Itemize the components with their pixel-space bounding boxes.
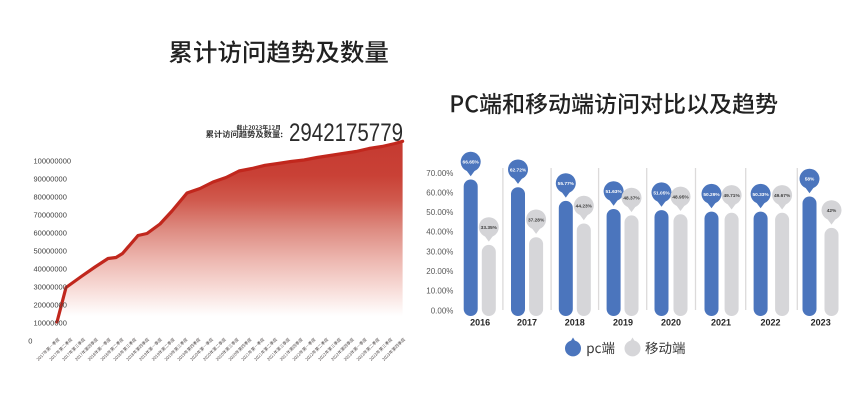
svg-text:33.35%: 33.35%: [481, 225, 498, 231]
svg-text:70.00%: 70.00%: [426, 169, 453, 178]
svg-text:2021: 2021: [711, 318, 731, 328]
svg-text:90000000: 90000000: [34, 175, 67, 184]
svg-text:66.65%: 66.65%: [463, 160, 480, 166]
svg-text:37.28%: 37.28%: [528, 217, 545, 223]
svg-text:2019: 2019: [613, 318, 633, 328]
svg-text:2016: 2016: [470, 318, 490, 328]
svg-text:80000000: 80000000: [34, 193, 67, 202]
svg-text:30000000: 30000000: [34, 283, 67, 292]
svg-text:2022: 2022: [760, 318, 780, 328]
svg-text:0.00%: 0.00%: [431, 306, 454, 315]
svg-text:10.00%: 10.00%: [426, 287, 453, 296]
svg-text:40.00%: 40.00%: [426, 228, 453, 237]
svg-text:60000000: 60000000: [34, 229, 67, 238]
svg-text:100000000: 100000000: [34, 157, 72, 166]
svg-text:20000000: 20000000: [34, 301, 67, 310]
svg-text:51.05%: 51.05%: [653, 190, 670, 196]
svg-text:58%: 58%: [805, 177, 815, 183]
svg-text:50000000: 50000000: [34, 247, 67, 256]
svg-text:0: 0: [28, 336, 32, 345]
svg-text:2023: 2023: [811, 318, 831, 328]
svg-text:44.23%: 44.23%: [576, 204, 593, 210]
svg-text:48.95%: 48.95%: [672, 195, 689, 201]
svg-text:49.67%: 49.67%: [774, 193, 791, 199]
svg-text:20.00%: 20.00%: [426, 267, 453, 276]
svg-text:2942175779: 2942175779: [289, 118, 403, 146]
svg-text:30.00%: 30.00%: [426, 247, 453, 256]
svg-text:2018: 2018: [565, 318, 585, 328]
svg-text:50.33%: 50.33%: [752, 192, 769, 198]
svg-text:48.37%: 48.37%: [623, 196, 640, 202]
svg-text:10000000: 10000000: [34, 319, 67, 328]
svg-text:40000000: 40000000: [34, 265, 67, 274]
svg-text:70000000: 70000000: [34, 211, 67, 220]
svg-text:60.00%: 60.00%: [426, 188, 453, 197]
svg-text:49.71%: 49.71%: [723, 193, 740, 199]
svg-text:55.77%: 55.77%: [558, 181, 575, 187]
svg-text:2017: 2017: [517, 318, 537, 328]
svg-text:50.00%: 50.00%: [426, 208, 453, 217]
svg-text:62.72%: 62.72%: [510, 167, 527, 173]
svg-text:51.63%: 51.63%: [605, 189, 622, 195]
svg-text:2020: 2020: [661, 318, 681, 328]
svg-text:42%: 42%: [827, 208, 837, 214]
svg-text:50.29%: 50.29%: [703, 192, 720, 198]
